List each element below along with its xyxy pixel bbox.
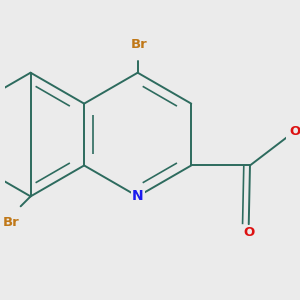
Text: Br: Br — [2, 216, 19, 229]
Text: N: N — [132, 189, 143, 203]
Text: O: O — [289, 125, 300, 138]
Text: Br: Br — [130, 38, 147, 51]
Text: O: O — [243, 226, 254, 239]
